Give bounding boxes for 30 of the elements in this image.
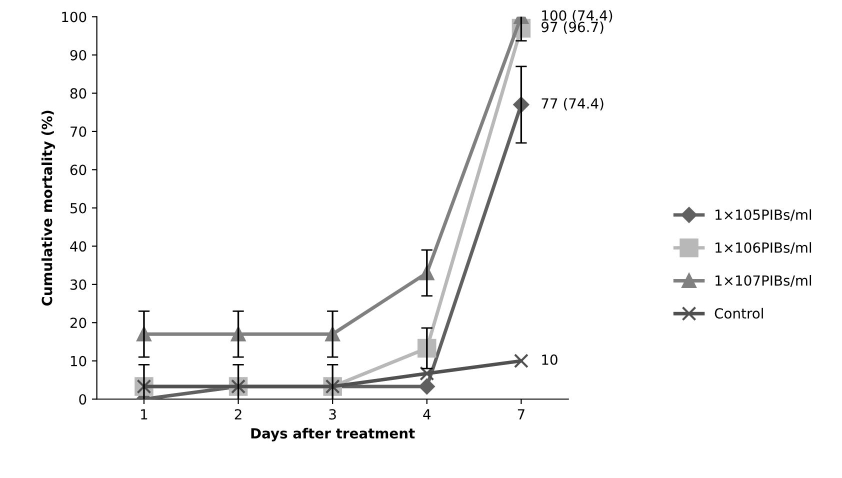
annotation: 10 [542,354,558,365]
legend-label: 1×106PIBs/ml [716,242,812,254]
legend-label: Control [714,308,763,319]
x-tick-label: 3 [329,409,336,420]
y-tick-label: 20 [70,318,86,328]
legend-label: 1×105PIBs/ml [716,209,812,222]
point [418,378,435,394]
y-tick-label: 90 [70,50,86,60]
annotation: 100 (74.4) [542,10,612,22]
y-tick-label: 40 [70,241,86,252]
y-tick-label: 50 [70,202,86,214]
point [418,338,436,358]
legend-label: 1×107PIBs/ml [716,275,812,287]
point [514,354,528,368]
annotation: 77 (74.4) [542,98,604,110]
y-tick-label: 30 [70,279,86,290]
y-axis-title: Cumulative mortality (%) [41,110,56,306]
x-tick-label: 4 [423,409,431,420]
y-tick-label: 100 [62,12,86,22]
x-axis-title: Days after treatment [251,428,415,442]
y-tick-label: 0 [79,394,86,405]
point [420,366,434,381]
y-tick-label: 60 [70,164,86,176]
y-tick-label: 80 [70,88,86,99]
x-tick-label: 7 [518,409,524,420]
annotation: 97 (96.7) [542,21,604,34]
y-tick-label: 10 [70,356,86,366]
y-tick-label: 70 [70,126,86,137]
x-tick-label: 1 [141,409,148,420]
x-tick-label: 2 [234,409,242,420]
